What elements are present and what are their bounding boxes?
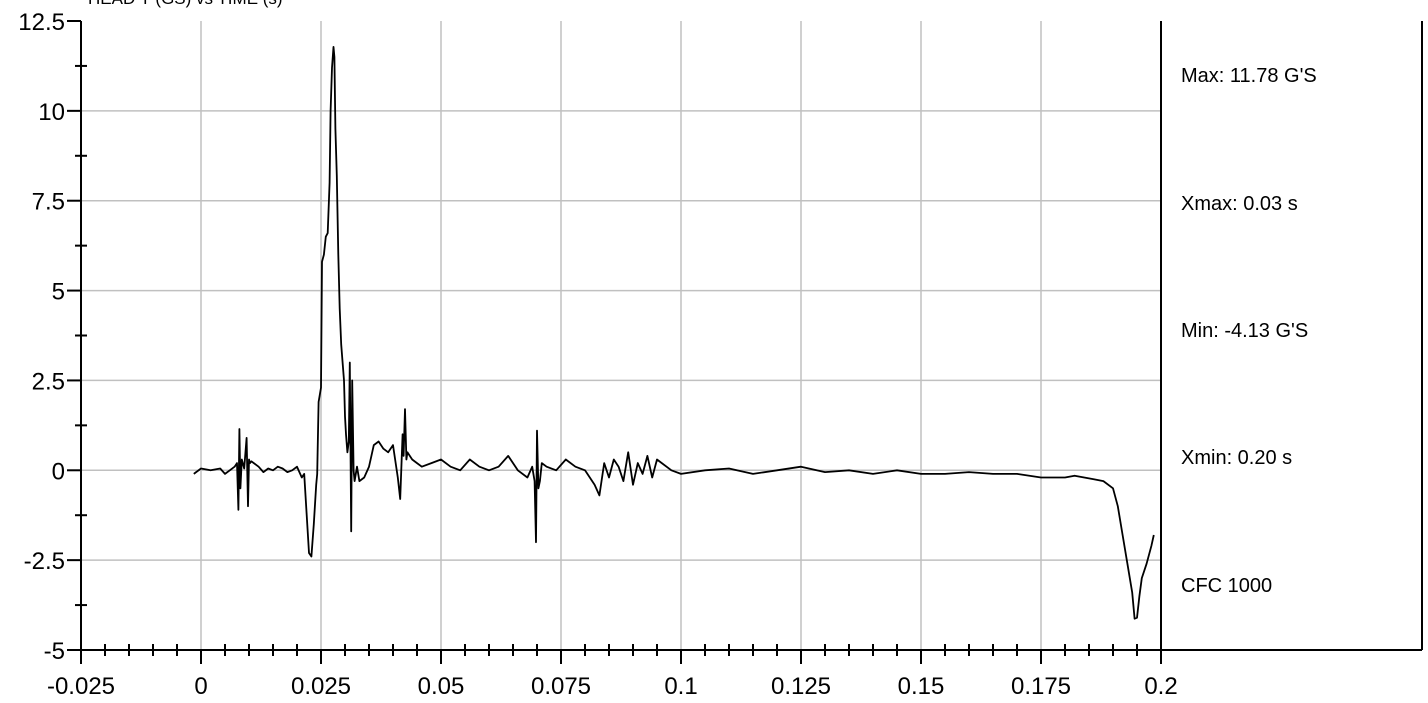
y-tick-label: 10 xyxy=(38,99,65,126)
y-tick-label: -2.5 xyxy=(24,548,65,575)
x-tick-label: 0.125 xyxy=(771,673,831,700)
x-tick-label: -0.025 xyxy=(47,673,115,700)
x-tick-label: 0.075 xyxy=(531,673,591,700)
stats-label: Max: 11.78 G'S xyxy=(1181,65,1317,87)
x-tick-label: 0.175 xyxy=(1011,673,1071,700)
y-tick-label: 12.5 xyxy=(18,9,65,36)
y-tick-label: 5 xyxy=(52,279,65,306)
y-tick-label: 2.5 xyxy=(32,368,65,395)
x-tick-label: 0.1 xyxy=(664,673,697,700)
series-group xyxy=(193,46,1155,620)
y-tick-label: 0 xyxy=(52,458,65,485)
series-line xyxy=(193,46,1155,620)
x-tick-label: 0 xyxy=(194,673,207,700)
stats-label: CFC 1000 xyxy=(1181,575,1272,597)
y-tick-label: -5 xyxy=(44,638,65,665)
y-tick-label: 7.5 xyxy=(32,189,65,216)
x-tick-labels: -0.025 0 0.025 0.05 0.075 0.1 0.125 0.15 0.175 0.… xyxy=(47,673,1178,700)
stats-label: Min: -4.13 G'S xyxy=(1181,320,1308,342)
x-tick-label: 0.2 xyxy=(1144,673,1177,700)
stats-label: Xmax: 0.03 s xyxy=(1181,193,1298,215)
grid-lines xyxy=(81,21,1161,650)
y-tick-labels: 12.5 10 7.5 5 2.5 0 -2.5 -5 xyxy=(18,9,65,665)
stats-label: Xmin: 0.20 s xyxy=(1181,447,1292,469)
chart-title: HEAD Y (GS) vs TIME (s) xyxy=(88,0,283,8)
x-tick-label: 0.025 xyxy=(291,673,351,700)
stats-panel: Max: 11.78 G'S Xmax: 0.03 s Min: -4.13 G'S… xyxy=(1181,65,1317,597)
tick-marks xyxy=(67,20,1162,664)
x-tick-label: 0.15 xyxy=(898,673,945,700)
x-tick-label: 0.05 xyxy=(418,673,465,700)
